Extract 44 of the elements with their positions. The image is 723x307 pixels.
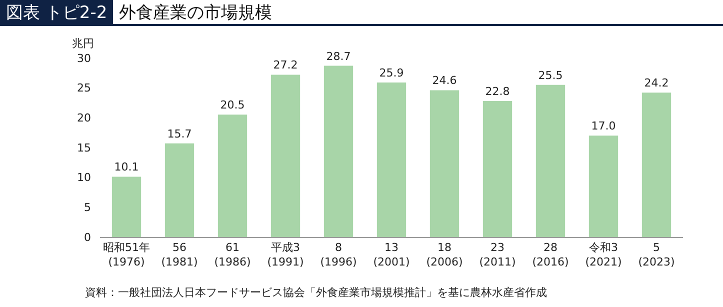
data-label: 24.6 <box>432 74 457 88</box>
data-label: 25.5 <box>538 68 563 82</box>
bar <box>112 176 142 237</box>
data-label: 25.9 <box>379 66 404 80</box>
x-tick-label: 5 (2023) <box>638 241 675 268</box>
bar <box>430 90 460 237</box>
y-axis-title: 兆円 <box>72 37 94 50</box>
x-tick-label: 61 (1986) <box>214 241 251 268</box>
x-tick-label: 18 (2006) <box>426 241 463 268</box>
y-tick-label: 5 <box>84 201 91 214</box>
bar <box>536 84 566 237</box>
x-tick-label: 昭和51年 (1976) <box>103 241 150 268</box>
data-label: 15.7 <box>167 127 192 140</box>
bar <box>218 114 248 237</box>
x-tick-label: 23 (2011) <box>479 241 516 268</box>
x-tick-label: 8 (1996) <box>320 241 357 268</box>
y-tick-label: 15 <box>77 141 91 154</box>
x-tick-label: 13 (2001) <box>373 241 410 268</box>
bar <box>164 143 194 237</box>
bar <box>324 66 354 237</box>
y-tick-label: 25 <box>77 82 91 95</box>
bar <box>270 74 300 237</box>
data-label: 17.0 <box>591 120 616 133</box>
y-tick-label: 20 <box>77 112 91 125</box>
text: 資料：一般社団法人日本フードサービス協会「外食産業市場規模推計」を基に農林水産省作成 <box>85 286 547 299</box>
x-tick-label: 平成3 (1991) <box>267 241 304 268</box>
data-label: 24.2 <box>644 76 669 90</box>
y-tick-label: 30 <box>77 52 91 65</box>
chart-subtitle: 外食産業の市場規模 <box>118 2 274 24</box>
bar <box>482 100 512 237</box>
chart-title: 図表 トピ2-2 <box>0 0 114 24</box>
data-label: 28.7 <box>326 50 351 63</box>
data-label: 27.2 <box>273 58 298 72</box>
data-label: 20.5 <box>220 98 245 112</box>
bar <box>642 92 672 237</box>
y-tick-label: 0 <box>84 230 91 244</box>
y-tick-label: 10 <box>77 171 91 184</box>
x-tick-label: 令和3 (2021) <box>585 241 622 268</box>
data-label: 22.8 <box>485 84 510 98</box>
x-tick-label: 56 (1981) <box>161 241 198 268</box>
bar <box>376 82 406 237</box>
x-tick-label: 28 (2016) <box>532 241 569 268</box>
data-label: 10.1 <box>114 160 139 174</box>
bar <box>588 136 618 237</box>
